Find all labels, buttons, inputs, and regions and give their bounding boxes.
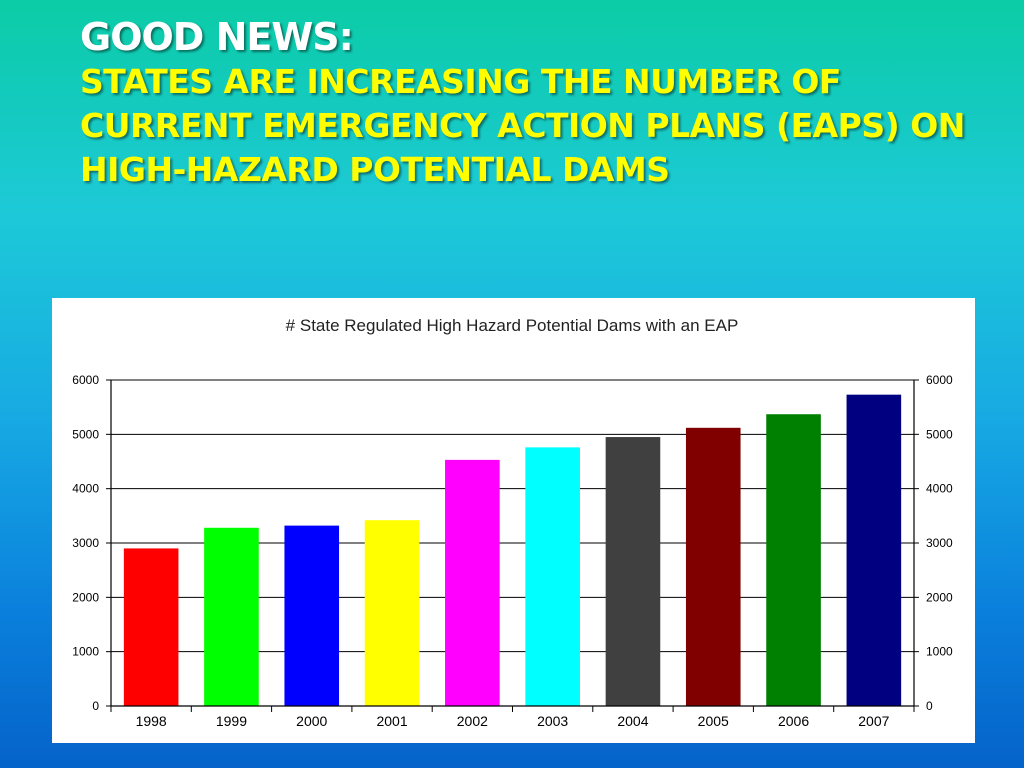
bar-2006 — [766, 414, 821, 706]
x-tick-label: 2002 — [457, 713, 488, 729]
x-tick-label: 2006 — [778, 713, 809, 729]
bar-1999 — [204, 527, 259, 706]
bar-2001 — [364, 520, 420, 706]
y-tick-label-right: 2000 — [926, 590, 953, 604]
chart-title: # State Regulated High Hazard Potential … — [286, 316, 739, 335]
bar-2007 — [846, 394, 902, 706]
x-tick-label: 1999 — [216, 713, 247, 729]
bar-1998 — [123, 548, 179, 706]
y-tick-label-left: 5000 — [72, 427, 99, 441]
y-tick-label-right: 0 — [926, 699, 933, 713]
slide-title: GOOD NEWS: STATES ARE INCREASING THE NUM… — [80, 14, 1000, 192]
x-axis: 1998 1999 2000 2001 2002 2003 2004 2005 2006 2007 — [110, 706, 915, 729]
x-tick-label: 2003 — [537, 713, 568, 729]
x-tick-label: 2005 — [698, 713, 729, 729]
y-axis-left: 0 1000 2000 3000 4000 5000 6000 — [72, 373, 111, 713]
bar-2000 — [284, 525, 340, 706]
y-tick-label-right: 1000 — [926, 645, 953, 659]
subline: STATES ARE INCREASING THE NUMBER OF CURR… — [80, 62, 965, 189]
bar-2005 — [685, 427, 741, 706]
chart-panel: # State Regulated High Hazard Potential … — [52, 298, 975, 743]
y-tick-label-left: 6000 — [72, 373, 99, 387]
bars — [123, 394, 902, 706]
y-tick-label-right: 3000 — [926, 536, 953, 550]
x-tick-label: 2001 — [376, 713, 407, 729]
y-tick-label-right: 5000 — [926, 427, 953, 441]
y-tick-label-left: 0 — [92, 699, 99, 713]
bar-2002 — [445, 459, 500, 706]
x-tick-label: 1998 — [136, 713, 167, 729]
y-tick-label-right: 4000 — [926, 482, 953, 496]
y-tick-label-left: 3000 — [72, 536, 99, 550]
y-tick-label-left: 4000 — [72, 482, 99, 496]
x-tick-label: 2007 — [858, 713, 889, 729]
x-tick-label: 2004 — [617, 713, 648, 729]
bar-2003 — [525, 447, 580, 706]
bar-chart: # State Regulated High Hazard Potential … — [72, 316, 953, 729]
x-tick-label: 2000 — [296, 713, 327, 729]
bar-2004 — [605, 437, 661, 706]
y-axis-right: 0 1000 2000 3000 4000 5000 6000 — [914, 373, 953, 713]
y-tick-label-right: 6000 — [926, 373, 953, 387]
headline: GOOD NEWS: — [80, 15, 354, 59]
y-tick-label-left: 2000 — [72, 590, 99, 604]
y-tick-label-left: 1000 — [72, 645, 99, 659]
